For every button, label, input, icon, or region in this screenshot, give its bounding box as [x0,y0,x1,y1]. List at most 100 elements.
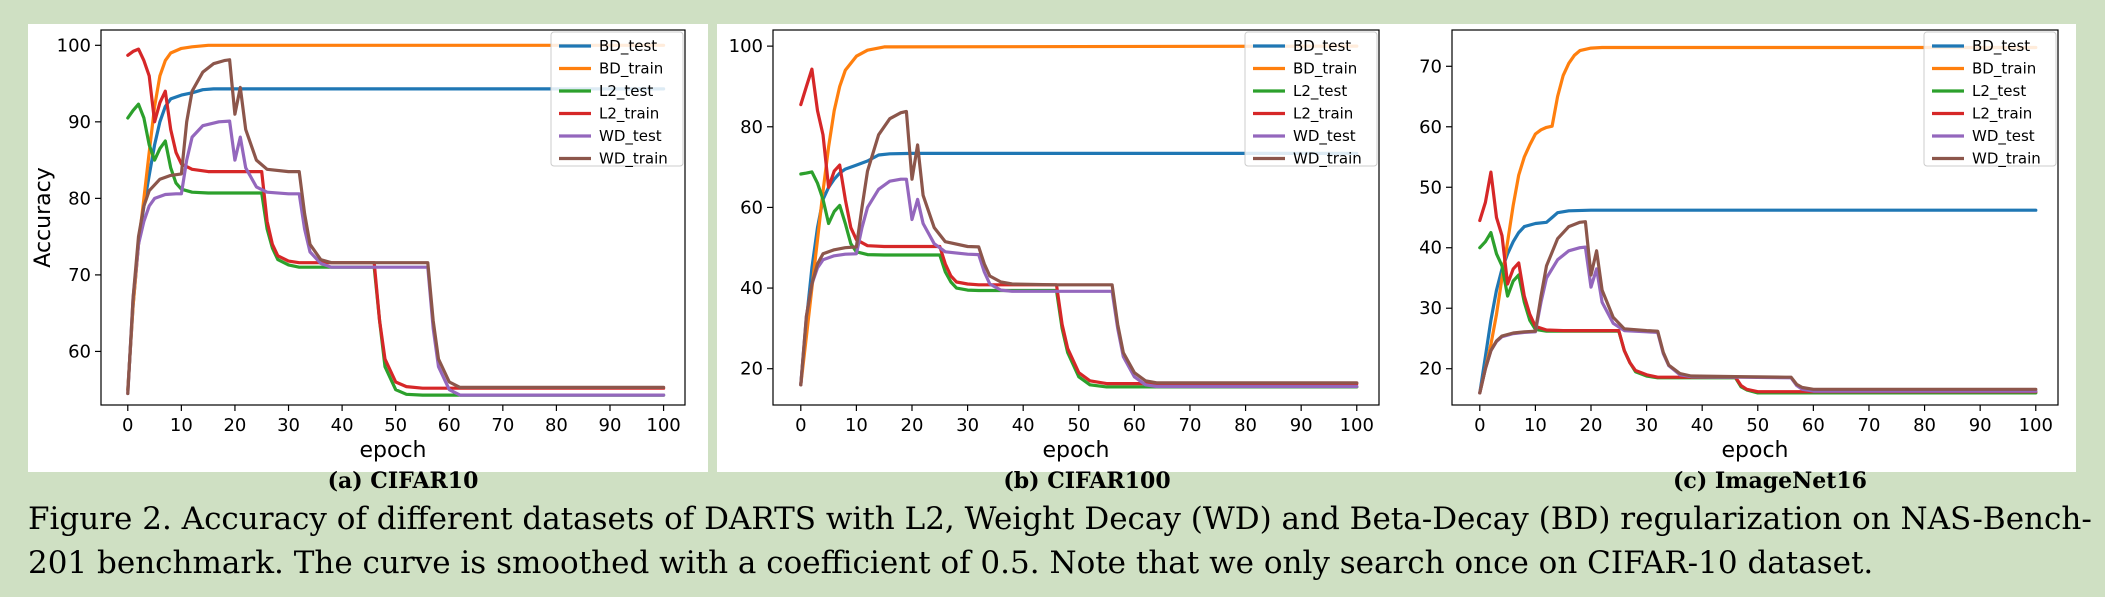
series-line-wd-train [1478,220,2038,395]
chart-panel-cifar10: 0 10 20 30 40 50 60 70 80 90 100 60 70 80 90 100 epoch Ac… [28,24,708,472]
legend-box [1244,31,1378,167]
x-tick-label: 100 [646,415,680,436]
y-tick-label: 60 [1419,117,1442,138]
x-tick-label: 60 [1123,415,1146,436]
figure-caption: Figure 2. Accuracy of different datasets… [28,501,2092,581]
x-tick-label: 90 [599,415,622,436]
legend-entry: WD_train [599,150,668,169]
legend-entry: L2_test [599,82,653,101]
x-tick-label: 60 [1802,415,1825,436]
chart-cifar100: 0 10 20 30 40 50 60 70 80 90 100 20 40 60 80 100 epoch BD… [729,29,1380,463]
legend-entry: L2_train [599,105,659,124]
legend-entry: WD_test [1972,127,2035,146]
x-tick-label: 90 [1969,415,1992,436]
y-tick-label: 60 [68,341,91,362]
legend-entry: BD_test [599,37,657,56]
series-line-l2-train [1478,170,2038,394]
series-line-l2-train [799,67,1359,386]
series-line-wd-train [799,109,1359,387]
x-tick-label: 0 [1474,415,1485,436]
y-tick-label: 100 [57,35,91,56]
legend-entry: L2_train [1293,105,1353,124]
x-axis-label: epoch [1722,438,1789,463]
legend-entry: L2_test [1293,82,1347,101]
x-tick-label: 0 [795,415,806,436]
legend-box [550,31,684,167]
x-tick-label: 100 [2019,415,2053,436]
legend-entry: BD_train [1972,60,2036,79]
y-tick-label: 40 [740,278,763,299]
chart-imagenet16: 0 10 20 30 40 50 60 70 80 90 100 20 30 40 50 60 70 epoch B… [1419,29,2059,463]
y-axis-label: Accuracy [31,167,56,267]
x-tick-label: 80 [545,415,568,436]
legend-box [1923,31,2057,167]
legend-entry: BD_test [1972,37,2030,56]
x-tick-label: 50 [1746,415,1769,436]
x-tick-label: 30 [277,415,300,436]
x-tick-label: 30 [1635,415,1658,436]
y-tick-label: 80 [68,188,91,209]
y-tick-label: 70 [1419,56,1442,77]
series-line-wd-train [126,58,666,396]
x-tick-label: 60 [438,415,461,436]
series-line-l2-test [799,170,1359,389]
chart-cifar10: 0 10 20 30 40 50 60 70 80 90 100 60 70 80 90 100 epoch Ac… [31,29,686,463]
legend-entry: BD_train [1293,60,1357,79]
series-line-bd-train [1478,45,2038,395]
x-tick-label: 20 [901,415,924,436]
legend-entry: WD_train [1972,150,2041,169]
y-tick-label: 20 [740,359,763,380]
y-tick-label: 50 [1419,177,1442,198]
series-line-wd-test [799,177,1359,389]
y-tick-label: 20 [1419,359,1442,380]
x-tick-label: 70 [1858,415,1881,436]
x-tick-label: 40 [1012,415,1035,436]
plot-frame [772,29,1380,406]
x-tick-label: 30 [956,415,979,436]
y-tick-label: 30 [1419,298,1442,319]
x-tick-label: 50 [1067,415,1090,436]
x-tick-label: 40 [1691,415,1714,436]
series-line-bd-test [1478,208,2038,395]
x-tick-label: 80 [1234,415,1257,436]
legend-entry: BD_train [599,60,663,79]
x-tick-label: 100 [1340,415,1374,436]
x-tick-label: 80 [1913,415,1936,436]
y-tick-label: 70 [68,265,91,286]
x-tick-label: 70 [491,415,514,436]
y-tick-label: 90 [68,112,91,133]
y-tick-label: 80 [740,117,763,138]
legend-entry: WD_test [599,127,662,146]
x-tick-label: 0 [122,415,133,436]
legend-entry: BD_test [1293,37,1351,56]
subcaption-imagenet16: (c) ImageNet16 [1673,468,1867,494]
y-tick-label: 100 [729,36,763,57]
chart-panel-cifar100: 0 10 20 30 40 50 60 70 80 90 100 20 40 60 80 100 epoch BD… [717,24,1397,472]
series-line-bd-test [799,151,1359,387]
x-tick-label: 40 [331,415,354,436]
x-tick-label: 50 [384,415,407,436]
y-tick-label: 60 [740,197,763,218]
legend-entry: WD_train [1293,150,1362,169]
legend-entry: WD_test [1293,127,1356,146]
x-axis-label: epoch [1043,438,1110,463]
plot-frame [1451,29,2059,406]
y-tick-label: 40 [1419,238,1442,259]
x-tick-label: 20 [1580,415,1603,436]
chart-panel-imagenet16: 0 10 20 30 40 50 60 70 80 90 100 20 30 40 50 60 70 epoch B… [1396,24,2076,472]
x-tick-label: 20 [223,415,246,436]
series-line-wd-test [1478,245,2038,395]
x-tick-label: 70 [1179,415,1202,436]
legend-entry: L2_train [1972,105,2032,124]
x-tick-label: 10 [170,415,193,436]
x-axis-label: epoch [360,438,427,463]
plot-frame [100,29,686,406]
subcaption-cifar100: (b) CIFAR100 [1003,468,1171,494]
legend-entry: L2_test [1972,82,2026,101]
x-tick-label: 90 [1290,415,1313,436]
series-line-wd-test [126,119,666,397]
x-tick-label: 10 [1524,415,1547,436]
subcaption-cifar10: (a) CIFAR10 [327,468,479,494]
x-tick-label: 10 [845,415,868,436]
